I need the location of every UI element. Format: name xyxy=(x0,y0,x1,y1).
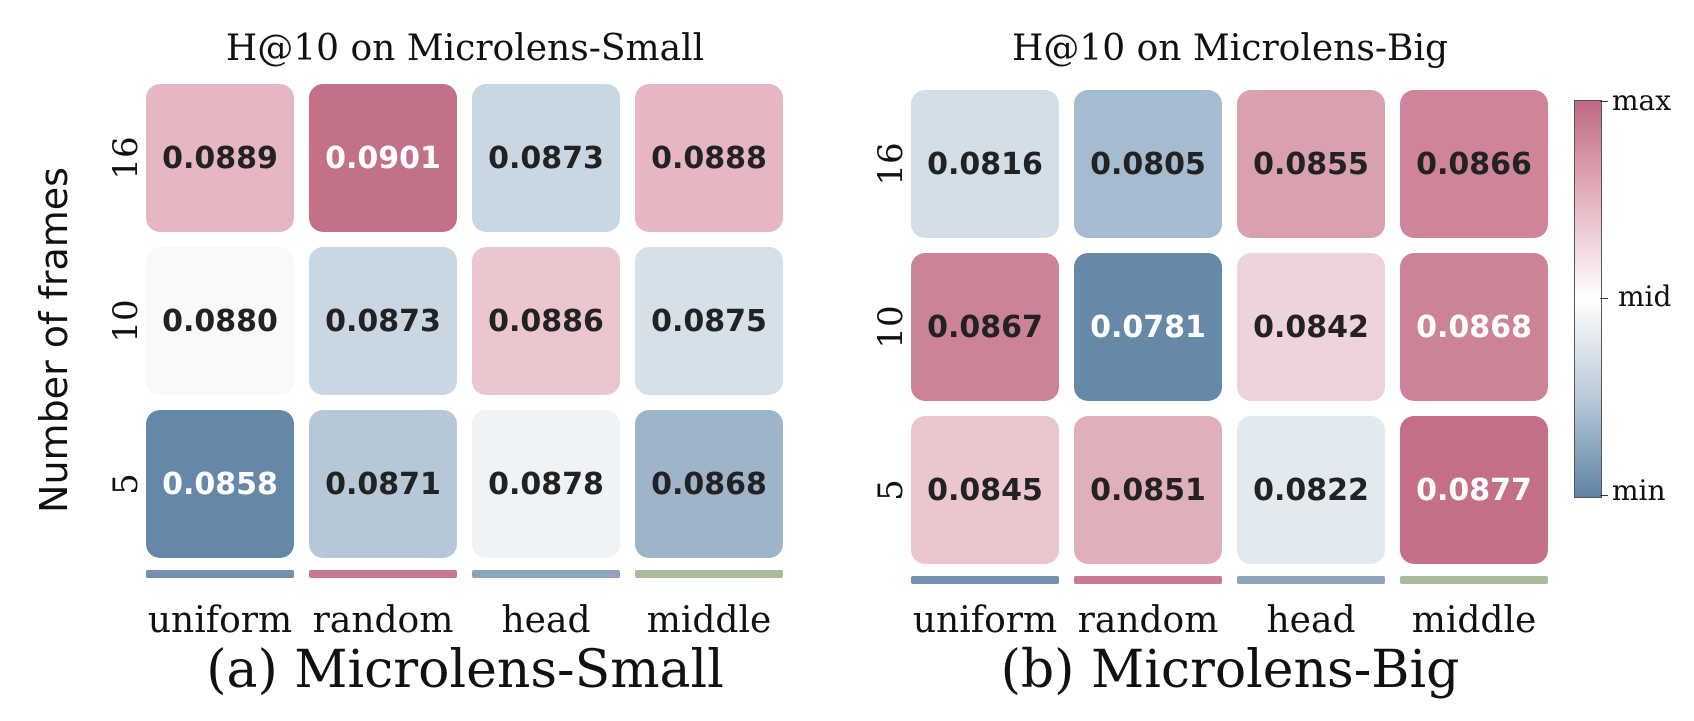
column-label: head xyxy=(501,600,591,641)
heatmap-cell: 0.0868 xyxy=(1400,253,1548,401)
row-label: 16 xyxy=(871,142,911,186)
column-label: middle xyxy=(1411,600,1537,641)
column-label: middle xyxy=(646,600,772,641)
column-bar xyxy=(1237,576,1385,584)
column-label: head xyxy=(1266,600,1356,641)
panel-title: H@10 on Microlens-Small xyxy=(225,28,705,69)
heatmap-cell: 0.0868 xyxy=(635,410,783,558)
heatmap-cell: 0.0901 xyxy=(309,84,457,232)
column-bar xyxy=(309,570,457,578)
column-label: uniform xyxy=(912,600,1058,641)
panel-title: H@10 on Microlens-Big xyxy=(1011,28,1449,69)
heatmap-cell: 0.0888 xyxy=(635,84,783,232)
heatmap-cell: 0.0873 xyxy=(309,247,457,395)
row-label: 5 xyxy=(106,473,146,495)
heatmap-cell: 0.0867 xyxy=(911,253,1059,401)
heatmap-cell: 0.0877 xyxy=(1400,416,1548,564)
heatmap-cell: 0.0866 xyxy=(1400,90,1548,238)
colorbar xyxy=(1574,100,1602,498)
column-bar xyxy=(472,570,620,578)
row-label: 10 xyxy=(106,299,146,343)
heatmap-cell: 0.0805 xyxy=(1074,90,1222,238)
panel-caption: (b) Microlens-Big xyxy=(1000,640,1460,700)
heatmap-cell: 0.0822 xyxy=(1237,416,1385,564)
column-label: random xyxy=(312,600,454,641)
heatmap-cell: 0.0873 xyxy=(472,84,620,232)
column-bar xyxy=(146,570,294,578)
colorbar-mid-label: mid xyxy=(1618,280,1672,313)
heatmap-cell: 0.0816 xyxy=(911,90,1059,238)
column-label: uniform xyxy=(147,600,293,641)
panel-caption: (a) Microlens-Small xyxy=(206,640,724,700)
column-bar xyxy=(1074,576,1222,584)
panel-small: H@10 on Microlens-Small 16 0.0889 0.0901 0.… xyxy=(106,0,830,721)
heatmap-cell: 0.0886 xyxy=(472,247,620,395)
colorbar-min-label: min xyxy=(1612,474,1666,507)
heatmap-cell: 0.0851 xyxy=(1074,416,1222,564)
heatmap-cell: 0.0845 xyxy=(911,416,1059,564)
heatmap-cell: 0.0842 xyxy=(1237,253,1385,401)
heatmap-cell: 0.0878 xyxy=(472,410,620,558)
column-label: random xyxy=(1077,600,1219,641)
heatmap-cell: 0.0889 xyxy=(146,84,294,232)
heatmap-cell: 0.0871 xyxy=(309,410,457,558)
colorbar-tick-mid xyxy=(1600,298,1608,299)
panel-big: H@10 on Microlens-Big 16 0.0816 0.0805 0.08… xyxy=(871,0,1595,721)
column-bar xyxy=(1400,576,1548,584)
colorbar-tick-min xyxy=(1600,495,1608,496)
heatmap-cell: 0.0875 xyxy=(635,247,783,395)
column-bar xyxy=(911,576,1059,584)
heatmap-cell: 0.0880 xyxy=(146,247,294,395)
row-label: 10 xyxy=(871,305,911,349)
heatmap-cell: 0.0855 xyxy=(1237,90,1385,238)
row-label: 5 xyxy=(871,479,911,501)
row-label: 16 xyxy=(106,136,146,180)
colorbar-tick-max xyxy=(1600,101,1608,102)
column-bar xyxy=(635,570,783,578)
heatmap-cell: 0.0781 xyxy=(1074,253,1222,401)
colorbar-max-label: max xyxy=(1612,84,1672,117)
heatmap-cell: 0.0858 xyxy=(146,410,294,558)
y-axis-label: Number of frames xyxy=(32,167,76,513)
